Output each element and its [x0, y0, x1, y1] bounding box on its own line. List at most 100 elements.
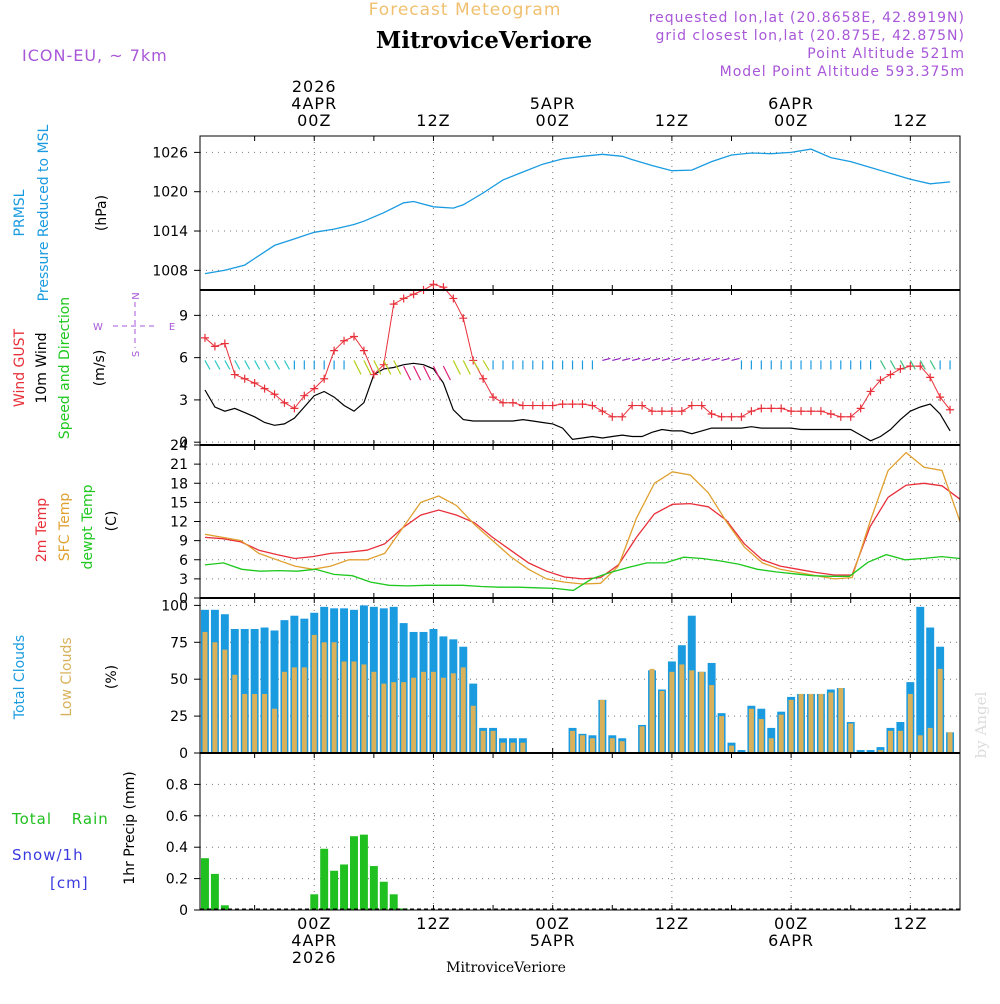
gust-marker: [638, 401, 647, 410]
top-time-label: 12Z: [655, 111, 689, 130]
low-cloud-bar: [649, 668, 655, 753]
low-cloud-bar: [828, 692, 834, 753]
gust-marker: [717, 412, 726, 421]
top-time-label: 12Z: [416, 111, 450, 130]
low-cloud-bar: [311, 634, 317, 753]
wind-gust-label: Wind GUST: [12, 328, 28, 407]
clouds-tick-label: 0: [179, 746, 188, 762]
gust-marker: [797, 407, 806, 416]
wind-direction-arrow: [452, 360, 461, 375]
rain-bar: [220, 905, 229, 910]
closest-point: grid closest lon,lat (20.875E, 42.875N): [656, 28, 965, 44]
wind-direction-arrow: [413, 365, 422, 381]
gust-marker: [846, 412, 855, 421]
wind-direction-arrow: [273, 360, 281, 370]
wind-direction-arrow: [383, 360, 392, 375]
wind-direction-arrow: [919, 360, 926, 370]
low-cloud-bar: [669, 671, 675, 753]
wind-tick-label: 6: [179, 351, 188, 367]
precip-snow-label: Snow/1h: [12, 846, 84, 864]
gust-marker: [270, 390, 279, 399]
gust-marker: [558, 400, 567, 409]
wind-unit: (m/s): [92, 350, 108, 387]
precip-tick-label: 0.4: [166, 840, 188, 856]
model-label: ICON-EU, ~ 7km: [22, 46, 168, 65]
low-cloud-bar: [729, 745, 734, 753]
bottom-time-label: 00Z: [536, 914, 570, 933]
top-time-label: 6APR: [768, 94, 814, 113]
low-cloud-bar: [848, 723, 854, 753]
gust-marker: [459, 314, 468, 323]
wind-tick-label: 0: [179, 435, 188, 451]
low-cloud-bar: [460, 667, 466, 753]
clouds-tick-label: 100: [161, 598, 188, 614]
gust-marker: [896, 364, 905, 373]
precip-tick-label: 0.8: [166, 777, 188, 793]
wind-tick-label: 9: [179, 308, 188, 324]
temp-tick-label: 24: [170, 438, 188, 454]
wind-direction-arrow: [224, 360, 231, 370]
low-cloud-bar: [401, 682, 407, 753]
wind-direction-arrow: [701, 357, 710, 362]
temp-line-0: [204, 482, 961, 580]
wind-direction-arrow: [214, 360, 221, 370]
total-cloud-bar: [856, 750, 865, 753]
gust-marker: [608, 412, 617, 421]
precip-rain-label: Total Rain: [11, 810, 109, 828]
wind-direction-arrow: [204, 360, 211, 370]
low-cloud-bar: [699, 671, 705, 753]
precip-tick-label: 0.6: [166, 809, 188, 825]
gust-marker: [677, 407, 686, 416]
compass-w: W: [93, 322, 103, 333]
wind-direction-arrow: [602, 357, 611, 362]
wind-direction-arrow: [612, 357, 621, 362]
temp-tick-label: 9: [179, 534, 188, 550]
rain-bar: [200, 858, 209, 910]
gust-marker: [876, 376, 885, 385]
gust-marker: [648, 407, 657, 416]
rain-bar: [389, 894, 398, 910]
bottom-time-label: 4APR: [291, 931, 337, 950]
compass-s: S: [131, 351, 142, 357]
top-time-label: 00Z: [536, 111, 570, 130]
low-cloud-bar: [947, 732, 953, 753]
gust-marker: [300, 391, 309, 400]
gust-marker: [826, 410, 835, 418]
low-cloud-bar: [659, 691, 665, 753]
bottom-time-label: 12Z: [416, 914, 450, 933]
bottom-time-label: 12Z: [893, 914, 927, 933]
low-cloud-bar: [212, 642, 218, 753]
gust-marker: [290, 404, 299, 413]
wind-direction-arrow: [373, 360, 382, 375]
gust-marker: [240, 374, 249, 383]
wind-direction-arrow: [731, 357, 740, 362]
low-cloud-bar: [927, 727, 933, 753]
precip-tick-label: 0.2: [166, 872, 188, 888]
compass-e: E: [169, 322, 175, 333]
temp-tick-label: 3: [179, 572, 188, 588]
point-altitude: Point Altitude 521m: [807, 46, 965, 62]
low-cloud-bar: [609, 738, 615, 753]
wind-direction-arrow: [899, 360, 906, 370]
total-cloud-bar: [866, 750, 875, 753]
precip-unit: 1hr Precip (mm): [122, 771, 138, 884]
compass-n: N: [131, 292, 142, 299]
wind-direction-arrow: [244, 360, 251, 370]
gust-marker: [747, 407, 756, 416]
gust-marker: [479, 374, 488, 383]
gust-marker: [886, 370, 895, 379]
gust-marker: [499, 398, 508, 407]
pressure-label-msl: Pressure Reduced to MSL: [36, 124, 52, 301]
wind-panel: 0 3 6 9: [179, 290, 960, 451]
temp-unit: (C): [104, 511, 120, 532]
wind-direction-arrow: [254, 360, 261, 370]
rain-bar: [359, 834, 368, 910]
bottom-station-label: MitroviceVeriore: [446, 960, 566, 976]
low-cloud-bar: [510, 742, 516, 753]
precip-panel: 0 0.2 0.4 0.6 0.8: [166, 753, 960, 919]
gust-marker: [657, 407, 666, 416]
low-cloud-bar: [719, 716, 725, 753]
top-time-label: 4APR: [291, 94, 337, 113]
pressure-tick-label: 1008: [152, 263, 188, 279]
wind-direction-arrow: [909, 360, 916, 370]
